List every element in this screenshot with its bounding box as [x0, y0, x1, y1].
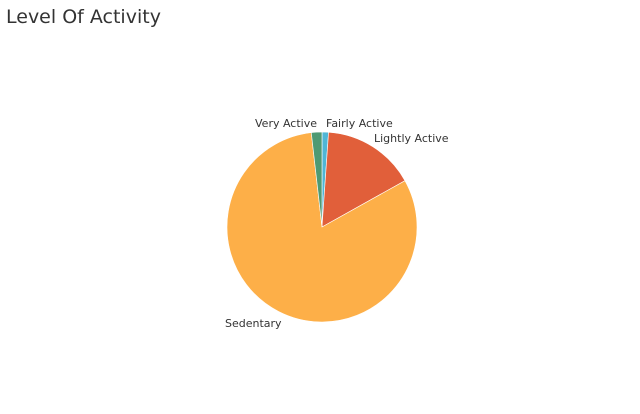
chart-title: Level Of Activity [6, 6, 161, 28]
slice-label-lightly-active: Lightly Active [374, 132, 449, 145]
slice-label-fairly-active: Fairly Active [326, 117, 393, 130]
pie-slice-very-active [310, 131, 323, 228]
pie-labels: Fairly Active Lightly Active Sedentary Very… [225, 117, 449, 330]
pie-slice-sedentary [226, 132, 418, 323]
pie-slices [226, 131, 418, 323]
pie-slice-lightly-active [321, 131, 406, 228]
slice-label-very-active: Very Active [255, 117, 317, 130]
slice-label-sedentary: Sedentary [225, 317, 282, 330]
